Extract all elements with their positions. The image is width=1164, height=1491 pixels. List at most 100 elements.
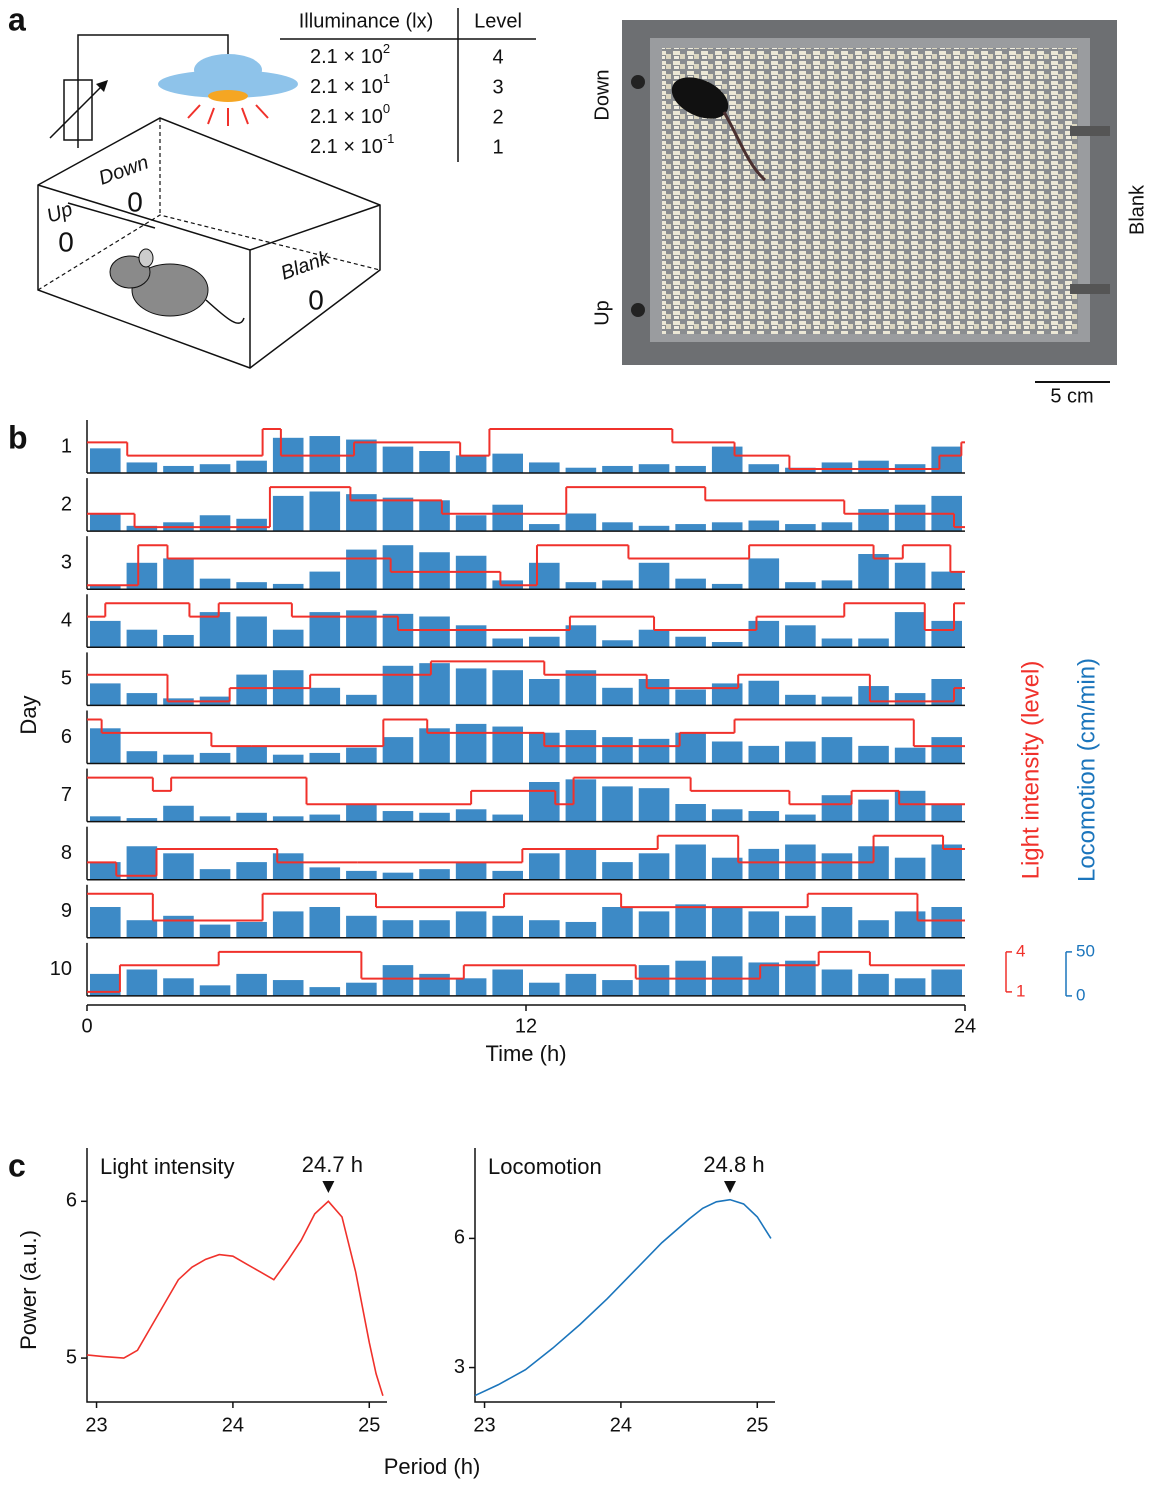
- locomotion-bar: [748, 848, 780, 880]
- illuminance: 2.1 × 10-1: [310, 131, 394, 158]
- locomotion-bar: [236, 973, 267, 996]
- locomotion-bar: [272, 816, 304, 822]
- locomotion-bar: [711, 809, 743, 822]
- chart-title: Locomotion: [488, 1154, 602, 1179]
- locomotion-bar: [419, 500, 450, 532]
- peak-marker: [322, 1181, 335, 1193]
- level: 4: [492, 46, 503, 68]
- day-label: 2: [61, 493, 72, 515]
- locomotion-bar: [821, 522, 853, 532]
- locomotion-bar: [821, 737, 853, 764]
- y-axis-title: Power (a.u.): [16, 1230, 41, 1350]
- count: 0: [308, 284, 324, 315]
- locomotion-bar: [711, 446, 743, 473]
- locomotion-bar: [419, 812, 450, 822]
- locomotion-bar: [199, 869, 231, 880]
- locomotion-bar: [492, 870, 523, 880]
- locomotion-bar: [199, 612, 231, 648]
- locomotion-bar: [90, 620, 121, 648]
- level: 1: [492, 136, 503, 158]
- x-tick-label: 23: [85, 1414, 107, 1436]
- illuminance: 2.1 × 101: [310, 71, 390, 98]
- locomotion-bar: [346, 915, 377, 938]
- locomotion-bar: [858, 745, 889, 764]
- locomotion-bar: [638, 853, 670, 880]
- y-tick-label: 6: [454, 1227, 465, 1249]
- locomotion-bar: [346, 694, 377, 706]
- locomotion-bar: [90, 448, 121, 473]
- locomotion-bar: [272, 629, 304, 648]
- photo-label: Blank: [1126, 184, 1148, 235]
- locomotion-bar: [90, 585, 121, 590]
- locomotion-bar: [858, 686, 889, 706]
- locomotion-bar: [565, 625, 597, 648]
- locomotion-bar: [602, 522, 633, 532]
- locomotion-bar: [529, 853, 560, 880]
- locomotion-bar: [126, 462, 158, 473]
- locomotion-bar: [858, 460, 889, 473]
- locomotion-bar: [272, 754, 304, 764]
- locomotion-bar: [236, 518, 267, 532]
- locomotion-bar: [675, 689, 706, 706]
- locomotion-bar: [309, 436, 341, 473]
- locomotion-bar: [565, 973, 597, 996]
- locomotion-bar: [419, 451, 450, 473]
- locomotion-bar: [126, 969, 158, 996]
- locomotion-bar: [565, 921, 597, 938]
- locomotion-bar: [272, 495, 304, 532]
- illuminance-exp: 0: [383, 101, 390, 116]
- locomotion-bar: [821, 907, 853, 938]
- locomotion-bar: [638, 788, 670, 822]
- peak-label: 24.8 h: [703, 1152, 764, 1177]
- locomotion-bar: [382, 545, 414, 590]
- locomotion-bar: [492, 504, 523, 532]
- peak-marker: [724, 1181, 736, 1193]
- axes: [474, 1148, 775, 1403]
- locomotion-bar: [199, 924, 231, 938]
- locomotion-bar: [346, 870, 377, 880]
- locomotion-bar: [272, 583, 304, 590]
- count: 0: [127, 186, 143, 217]
- locomotion-bar: [126, 525, 158, 532]
- y-tick-label: 6: [66, 1190, 77, 1212]
- locomotion-bar: [821, 853, 853, 880]
- x-tick-label: 24: [222, 1414, 244, 1436]
- power-curve: [86, 1200, 384, 1396]
- locomotion-bar: [126, 920, 158, 938]
- illuminance-base: 2.1 × 10: [310, 76, 383, 98]
- locomotion-bar: [90, 973, 121, 996]
- locomotion-bar: [785, 915, 816, 938]
- locomotion-bar: [711, 956, 743, 996]
- locomotion-bar: [894, 693, 926, 706]
- side-label: Down: [96, 151, 152, 189]
- y-axis-title: Day: [16, 695, 41, 734]
- locomotion-bar: [821, 795, 853, 822]
- scale-label: 50: [1076, 941, 1095, 960]
- locomotion-bar: [236, 616, 267, 648]
- x-tick-label: 23: [473, 1414, 495, 1436]
- locomotion-bar: [236, 582, 267, 590]
- table-body: 2.1 × 102 42.1 × 101 32.1 × 100 22.1 × 10-1…: [310, 41, 504, 158]
- locomotion-bar: [602, 907, 633, 938]
- locomotion-bar: [163, 558, 194, 590]
- side-label: Blank: [278, 247, 333, 285]
- locomotion-bar: [565, 670, 597, 706]
- panel-label: a: [8, 1, 26, 37]
- locomotion-bar: [602, 980, 633, 996]
- locomotion-bar: [382, 920, 414, 938]
- locomotion-bar: [382, 665, 414, 706]
- locomotion-bar: [419, 728, 450, 764]
- locomotion-bar: [455, 809, 487, 822]
- locomotion-bar: [455, 723, 487, 764]
- peak-label: 24.7 h: [302, 1152, 363, 1177]
- locomotion-bar: [382, 737, 414, 764]
- schematic: [37, 34, 381, 369]
- day-label: 8: [61, 842, 72, 864]
- locomotion-bar: [492, 969, 523, 996]
- y-tick-label: 3: [454, 1356, 465, 1378]
- scale-bar-label: 5 cm: [1050, 385, 1093, 407]
- locomotion-bar: [199, 515, 231, 532]
- locomotion-bar: [492, 453, 523, 473]
- scale-label: 4: [1016, 941, 1025, 960]
